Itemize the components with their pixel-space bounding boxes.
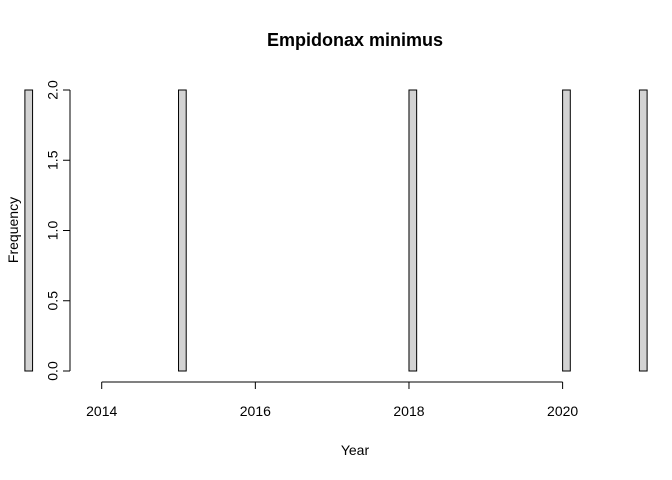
- chart-title: Empidonax minimus: [267, 30, 443, 50]
- y-axis: 0.0 0.5 1.0 1.5 2.0: [45, 80, 71, 381]
- y-tick-label: 1.0: [45, 221, 61, 241]
- histogram-bar: [178, 89, 187, 372]
- y-axis-label: Frequency: [5, 197, 21, 263]
- x-tick-label: 2018: [393, 403, 424, 419]
- histogram-bar: [562, 89, 571, 372]
- y-tick-label: 2.0: [45, 80, 61, 100]
- x-axis: 2014 2016 2018 2020: [86, 381, 578, 419]
- x-tick-label: 2016: [240, 403, 271, 419]
- y-tick-label: 0.0: [45, 361, 61, 381]
- histogram-bar: [24, 89, 34, 372]
- x-tick-label: 2020: [547, 403, 578, 419]
- x-tick-label: 2014: [86, 403, 117, 419]
- x-axis-label: Year: [341, 442, 370, 458]
- bars-group: [24, 89, 648, 372]
- histogram-bar: [638, 89, 648, 372]
- histogram-bar: [408, 89, 418, 372]
- y-tick-label: 1.5: [45, 150, 61, 170]
- y-tick-label: 0.5: [45, 291, 61, 311]
